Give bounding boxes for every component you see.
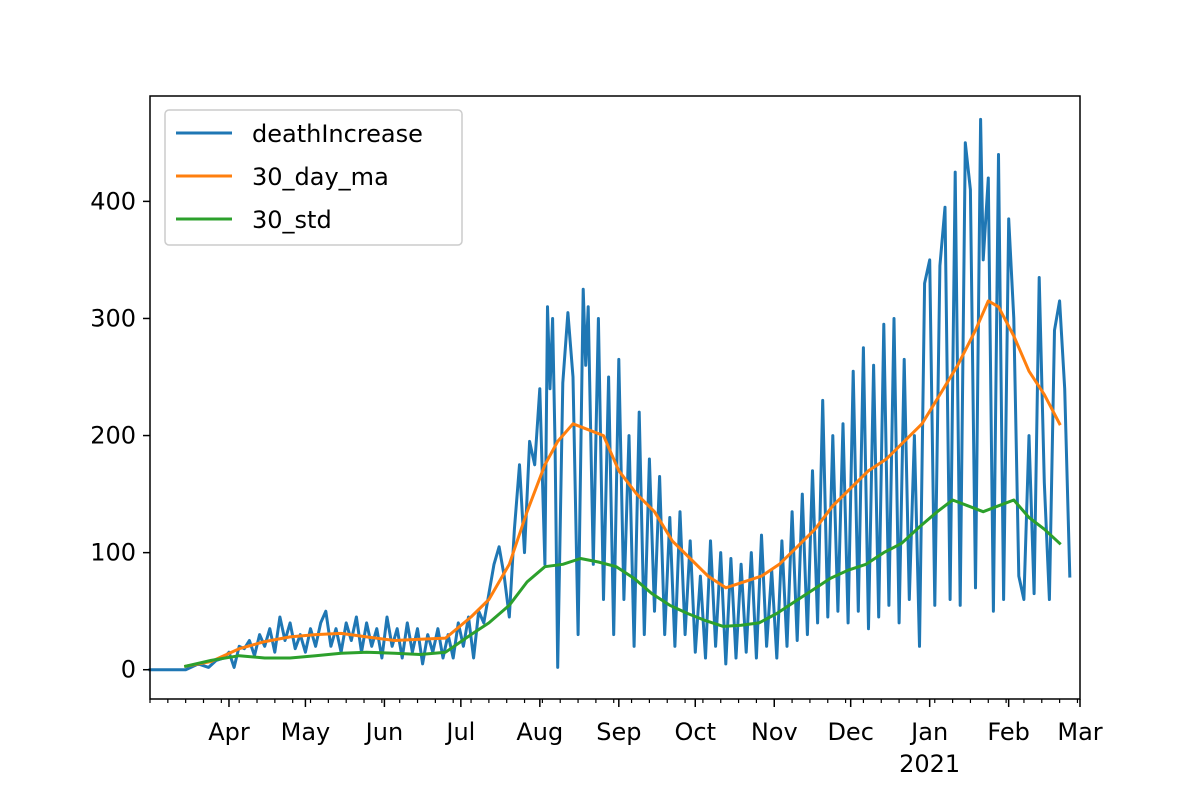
x-tick-label: Dec: [827, 718, 873, 746]
x-tick-label: Nov: [751, 718, 798, 746]
x-tick-label: Apr: [208, 718, 250, 746]
y-tick-label: 100: [90, 539, 136, 567]
x-tick-label: Aug: [516, 718, 563, 746]
y-axis: 0 100 200 300 400: [90, 187, 150, 684]
legend-label: 30_day_ma: [252, 163, 389, 191]
y-tick-label: 300: [90, 304, 136, 332]
legend-box: [164, 109, 463, 246]
y-tick-label: 400: [90, 187, 136, 215]
legend-label: 30_std: [252, 206, 332, 234]
x-axis: Apr May Jun Jul Aug Sep Oct Nov Dec Jan Feb Mar 2021: [149, 699, 1103, 778]
y-tick-label: 200: [90, 422, 136, 450]
x-tick-label: Sep: [596, 718, 641, 746]
x-tick-label: Jan: [909, 718, 948, 746]
x-tick-label: Oct: [675, 718, 717, 746]
x-tick-label: Feb: [987, 718, 1030, 746]
series-line-deathincrease: [148, 117, 1072, 672]
series-layer: [148, 117, 1072, 672]
x-tick-label: Jun: [364, 718, 404, 746]
legend-label: deathIncrease: [252, 120, 423, 148]
x-tick-label: Jul: [444, 718, 475, 746]
series-line-30-day-ma: [183, 299, 1062, 668]
y-tick-label: 0: [121, 656, 136, 684]
series-line-30-std: [183, 498, 1062, 668]
x-tick-label: May: [281, 718, 331, 746]
plot-frame: [149, 95, 1081, 700]
legend: deathIncrease 30_day_ma 30_std: [164, 109, 463, 246]
x-year-label: 2021: [899, 750, 960, 778]
x-tick-label: Mar: [1057, 718, 1102, 746]
